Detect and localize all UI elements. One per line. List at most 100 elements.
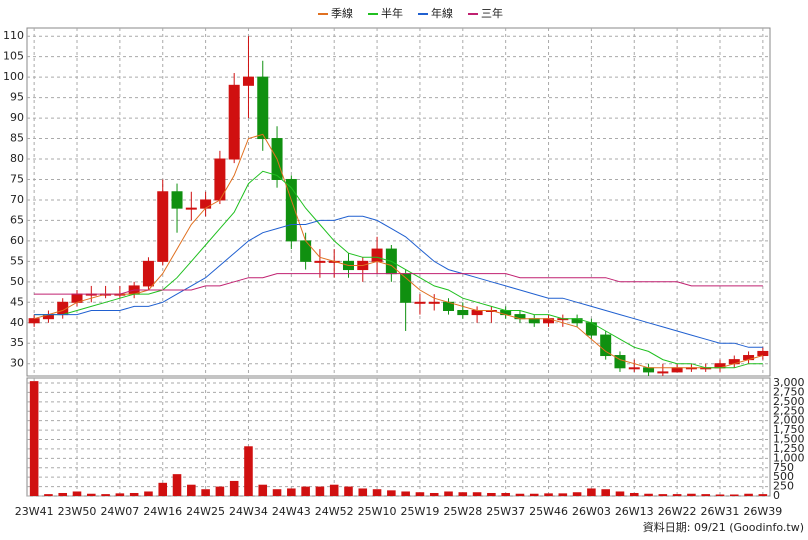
x-tick-label: 24W07 — [100, 505, 139, 518]
volume-bar — [201, 489, 210, 496]
volume-bar — [287, 488, 296, 496]
y-tick-label: 35 — [10, 336, 24, 349]
volume-bar — [258, 484, 268, 496]
volume-bar — [444, 491, 453, 496]
volume-bar — [187, 484, 196, 496]
volume-bar — [558, 493, 568, 496]
volume-bar — [701, 494, 710, 496]
candle-body — [671, 367, 683, 373]
y-tick-label: 2,250 — [773, 404, 805, 417]
x-tick-label: 26W13 — [615, 505, 654, 518]
y-tick-label: 40 — [10, 316, 24, 329]
volume-bar — [615, 491, 625, 496]
x-tick-label: 24W52 — [315, 505, 354, 518]
candle-body — [371, 248, 383, 262]
candle-body — [200, 199, 212, 209]
volume-bar — [387, 490, 396, 496]
volume-bar — [758, 494, 768, 496]
y-tick-label: 70 — [10, 193, 24, 206]
candle-body — [457, 309, 469, 316]
candle-body — [228, 84, 240, 160]
candle-body — [528, 318, 540, 324]
volume-bar — [272, 489, 282, 496]
candle-body — [657, 371, 669, 374]
candle-body — [428, 301, 440, 304]
ma-line — [34, 215, 763, 348]
volume-bar — [315, 486, 325, 496]
y-tick-label: 105 — [3, 50, 24, 63]
volume-bar — [372, 489, 382, 496]
candle-body — [257, 76, 269, 140]
y-tick-label: 85 — [10, 132, 24, 145]
x-tick-label: 26W03 — [572, 505, 611, 518]
volume-bar — [129, 492, 139, 496]
y-tick-label: 50 — [10, 275, 24, 288]
candle-body — [242, 76, 254, 86]
volume-bar — [744, 493, 753, 496]
volume-bar — [301, 486, 310, 496]
volume-bar — [87, 493, 96, 496]
x-tick-label: 26W31 — [701, 505, 740, 518]
x-tick-label: 26W39 — [743, 505, 782, 518]
y-tick-label: 2,500 — [773, 395, 805, 408]
x-tick-label: 25W28 — [443, 505, 482, 518]
x-tick-label: 23W50 — [58, 505, 97, 518]
legend-label: 季線 — [331, 6, 353, 20]
x-tick-label: 24W25 — [186, 505, 225, 518]
volume-bar — [544, 493, 553, 496]
volume-bar — [629, 492, 639, 496]
volume-bar — [29, 381, 39, 496]
volume-bar — [229, 480, 239, 496]
candle-body — [185, 207, 197, 210]
legend-label: 半年 — [381, 6, 403, 20]
y-tick-label: 90 — [10, 111, 24, 124]
y-tick-label: 250 — [773, 480, 794, 493]
volume-bar — [529, 493, 539, 496]
volume-bar — [501, 492, 510, 496]
volume-bar — [58, 492, 68, 496]
y-tick-label: 2,750 — [773, 385, 805, 398]
y-tick-label: 2,000 — [773, 414, 805, 427]
y-tick-label: 55 — [10, 254, 24, 267]
candle-body — [285, 178, 297, 242]
y-tick-label: 1,750 — [773, 423, 805, 436]
x-tick-label: 25W19 — [400, 505, 439, 518]
candle-body — [314, 260, 326, 263]
x-tick-label: 24W43 — [272, 505, 311, 518]
ma-line — [33, 133, 764, 369]
volume-bar — [215, 486, 225, 496]
volume-bar — [329, 484, 339, 496]
volume-bar — [487, 492, 496, 496]
x-tick-label: 26W22 — [658, 505, 697, 518]
volume-bar — [415, 492, 425, 496]
volume-bar — [658, 494, 668, 496]
legend-label: 年線 — [431, 6, 453, 20]
y-tick-label: 75 — [10, 172, 24, 185]
volume-bar — [472, 492, 482, 496]
volume-bar — [115, 493, 125, 496]
volume-bar — [644, 493, 653, 496]
y-tick-label: 1,250 — [773, 442, 805, 455]
footnote: 資料日期: 09/21 (Goodinfo.tw) — [643, 520, 804, 534]
volume-bar — [729, 494, 739, 496]
y-tick-label: 3,000 — [773, 376, 805, 389]
y-tick-label: 110 — [3, 29, 24, 42]
volume-bar — [144, 491, 153, 496]
candle-body — [157, 191, 169, 262]
legend-label: 三年 — [481, 6, 503, 20]
ma-line — [34, 273, 763, 295]
volume-bar — [458, 492, 468, 496]
volume-bar — [515, 493, 525, 496]
volume-panel — [26, 377, 771, 497]
volume-bar — [72, 491, 82, 496]
y-tick-label: 60 — [10, 234, 24, 247]
y-tick-label: 80 — [10, 152, 24, 165]
volume-bar — [672, 494, 682, 496]
candle-body — [28, 318, 40, 324]
volume-bar — [344, 486, 353, 496]
volume-bar — [244, 446, 253, 496]
candle-body — [628, 367, 640, 370]
candle-body — [757, 350, 769, 357]
y-tick-label: 30 — [10, 357, 24, 370]
